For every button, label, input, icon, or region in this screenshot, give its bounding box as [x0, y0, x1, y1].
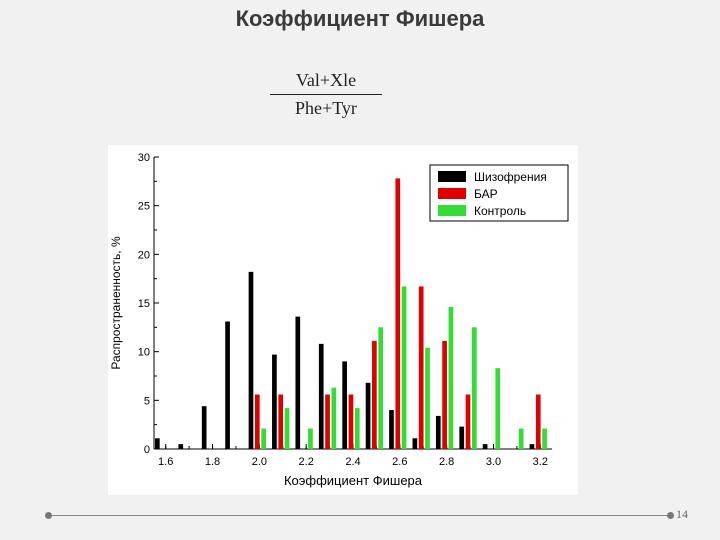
- bar-schizophrenia: [318, 343, 324, 449]
- bar-schizophrenia: [365, 382, 371, 449]
- bar-schizophrenia: [389, 410, 394, 449]
- bar-control: [518, 428, 524, 449]
- bar-schizophrenia: [272, 354, 277, 449]
- bar-bar: [418, 286, 424, 449]
- y-tick-label: 0: [144, 444, 150, 456]
- legend-swatch-1: [438, 188, 466, 199]
- x-tick-label: 3.2: [533, 456, 548, 468]
- legend-label-2: Контроль: [474, 204, 526, 218]
- bar-control: [378, 327, 384, 449]
- x-tick-label: 2.4: [345, 456, 360, 468]
- legend-swatch-0: [438, 171, 466, 182]
- bar-schizophrenia: [225, 321, 230, 449]
- legend-label-0: Шизофрения: [474, 170, 547, 184]
- bar-control: [331, 387, 337, 449]
- x-tick-label: 3.0: [486, 456, 501, 468]
- footer-line: [48, 515, 670, 516]
- bar-bar: [465, 394, 471, 449]
- fraction-denominator: Phe+Tyr: [295, 98, 357, 118]
- x-tick-label: 2.8: [439, 456, 454, 468]
- bar-schizophrenia: [248, 271, 254, 449]
- slide-title: Коэффициент Фишера: [235, 6, 485, 31]
- bar-schizophrenia: [435, 415, 441, 449]
- page-number: 14: [676, 507, 688, 521]
- bar-control: [425, 347, 430, 449]
- y-tick-label: 30: [138, 152, 150, 164]
- fraction-bar: [270, 94, 382, 95]
- bar-bar: [325, 394, 330, 449]
- footer-dot-left: [45, 512, 52, 519]
- bar-control: [261, 428, 266, 449]
- bar-schizophrenia: [529, 444, 535, 449]
- y-axis-label: Распространенность, %: [109, 236, 123, 370]
- bar-schizophrenia: [155, 438, 160, 449]
- y-tick-label: 5: [144, 395, 150, 407]
- bar-schizophrenia: [482, 444, 488, 449]
- fraction-numerator: Val+Xle: [295, 70, 357, 90]
- bar-bar: [254, 394, 260, 449]
- x-tick-label: 1.8: [205, 456, 220, 468]
- bar-schizophrenia: [295, 316, 301, 449]
- bar-control: [354, 408, 360, 449]
- chart-panel: 0 5 10 15 20 25 30 1.6 1.8 2.0 2.2 2.4 2.6 2.8 3.0 3.2 К…: [108, 145, 578, 495]
- bar-control: [308, 428, 313, 449]
- legend-label-1: БАР: [474, 187, 498, 201]
- bar-schizophrenia: [201, 406, 207, 449]
- legend-swatch-2: [438, 205, 466, 216]
- bar-bar: [442, 340, 447, 449]
- bar-control: [284, 408, 290, 449]
- bar-control: [401, 286, 407, 449]
- bar-control: [471, 327, 477, 449]
- x-tick-label: 2.6: [392, 456, 407, 468]
- footer-dot-right: [667, 512, 674, 519]
- bar-bar: [395, 178, 401, 449]
- x-tick-label: 1.6: [158, 456, 173, 468]
- bar-bar: [535, 394, 541, 449]
- x-axis-label: Коэффициент Фишера: [284, 473, 423, 488]
- bar-control: [448, 306, 454, 449]
- y-tick-label: 25: [138, 201, 150, 213]
- bar-schizophrenia: [178, 444, 184, 449]
- bar-schizophrenia: [342, 361, 347, 449]
- bar-control: [495, 368, 501, 449]
- bar-schizophrenia: [412, 438, 418, 449]
- x-tick-label: 2.2: [299, 456, 314, 468]
- bar-bar: [348, 394, 354, 449]
- formula-fraction: Val+Xle Phe+Tyr: [268, 70, 384, 119]
- bar-control: [542, 428, 547, 449]
- y-tick-label: 10: [138, 347, 150, 359]
- bar-bar: [278, 394, 284, 449]
- bar-bar: [372, 340, 377, 449]
- x-tick-label: 2.0: [252, 456, 267, 468]
- histogram-chart: 0 5 10 15 20 25 30 1.6 1.8 2.0 2.2 2.4 2.6 2.8 3.0 3.2 К…: [109, 152, 569, 488]
- bar-schizophrenia: [459, 426, 465, 449]
- y-tick-label: 20: [138, 249, 150, 261]
- y-tick-label: 15: [138, 298, 150, 310]
